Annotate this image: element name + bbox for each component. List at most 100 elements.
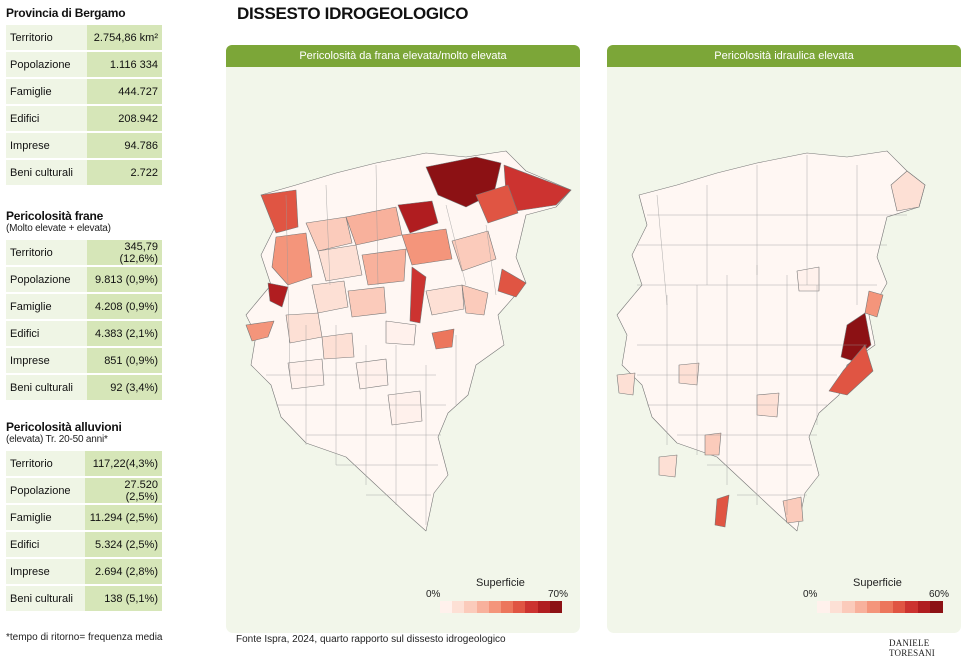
municipality-area <box>616 372 636 396</box>
legend-title: Superficie <box>476 577 525 589</box>
legend-min: 0% <box>803 589 818 600</box>
table-row: Popolazione 1.116 334 <box>6 52 162 77</box>
row-label: Popolazione <box>6 478 86 503</box>
municipality-area <box>245 320 275 342</box>
municipality-area <box>267 282 289 308</box>
table-row: Imprese 851 (0,9%) <box>6 348 162 373</box>
table-row: Popolazione 27.520 (2,5%) <box>6 478 162 503</box>
flood-table: Territorio 117,22(4,3%) Popolazione 27.520… <box>6 449 162 613</box>
table-row: Popolazione 9.813 (0,9%) <box>6 267 162 292</box>
table-row: Territorio 345,79 (12,6%) <box>6 240 162 265</box>
row-value: 138 (5,1%) <box>85 586 162 611</box>
landslide-legend: Superficie 0% 70% <box>426 577 576 617</box>
legend-swatch <box>440 601 453 613</box>
legend-title: Superficie <box>853 577 902 589</box>
row-value: 92 (3,4%) <box>87 375 162 400</box>
row-value: 9.813 (0,9%) <box>87 267 162 292</box>
row-value: 11.294 (2,5%) <box>85 505 162 530</box>
municipality-area <box>361 248 407 286</box>
row-value: 1.116 334 <box>87 52 162 77</box>
landslide-subtitle: (Molto elevate + elevata) <box>6 223 111 234</box>
municipality-area <box>678 362 700 386</box>
legend-swatch <box>817 601 830 613</box>
municipality-area <box>890 170 926 212</box>
row-value: 208.942 <box>87 106 162 131</box>
municipality-area <box>321 332 355 360</box>
legend-swatch <box>537 601 550 613</box>
legend-swatch <box>549 601 563 613</box>
legend-min: 0% <box>426 589 441 600</box>
municipality-area <box>260 189 299 234</box>
row-label: Imprese <box>6 133 88 158</box>
municipality-area <box>347 286 387 318</box>
legend-swatch <box>879 601 893 613</box>
landslide-map-title: Pericolosità da frana elevata/molto elev… <box>226 45 580 67</box>
landslide-map-panel: Pericolosità da frana elevata/molto elev… <box>226 45 580 633</box>
row-value: 2.694 (2,8%) <box>85 559 162 584</box>
municipality-area <box>425 284 465 316</box>
table-row: Famiglie 444.727 <box>6 79 162 104</box>
municipality-area <box>305 216 353 252</box>
municipality-area <box>431 328 455 350</box>
table-row: Beni culturali 2.722 <box>6 160 162 185</box>
legend-swatch <box>917 601 931 613</box>
row-label: Famiglie <box>6 505 86 530</box>
table-row: Famiglie 4.208 (0,9%) <box>6 294 162 319</box>
headline: DISSESTO IDROGEOLOGICO <box>237 4 469 23</box>
row-label: Famiglie <box>6 79 88 104</box>
row-value: 851 (0,9%) <box>87 348 162 373</box>
row-label: Territorio <box>6 240 88 265</box>
landslide-title: Pericolosità frane <box>6 209 104 223</box>
table-row: Imprese 94.786 <box>6 133 162 158</box>
legend-color-ramp <box>440 601 563 613</box>
municipality-area <box>385 320 417 346</box>
flood-map-title: Pericolosità idraulica elevata <box>607 45 961 67</box>
municipality-area <box>461 284 489 316</box>
municipality-area <box>658 454 678 478</box>
legend-max: 60% <box>929 589 950 600</box>
municipality-area <box>317 244 363 282</box>
municipality-area <box>451 230 497 272</box>
row-value: 2.754,86 km² <box>87 25 162 50</box>
legend-swatch <box>905 601 918 613</box>
province-outline <box>616 150 926 532</box>
legend-max: 70% <box>548 589 569 600</box>
legend-swatch <box>501 601 514 613</box>
flood-legend: Superficie 0% 60% <box>803 577 953 617</box>
municipality-area <box>704 432 722 456</box>
author-signature: DANIELE TORESANI <box>889 638 935 658</box>
legend-swatch <box>525 601 538 613</box>
flood-title: Pericolosità alluvioni <box>6 420 122 434</box>
municipality-area <box>355 358 389 390</box>
municipality-area <box>828 344 874 396</box>
landslide-table: Territorio 345,79 (12,6%) Popolazione 9.81… <box>6 238 162 402</box>
legend-swatch <box>930 601 943 613</box>
flood-map-panel: Pericolosità idraulica elevata Superfici… <box>607 45 961 633</box>
source-note: Fonte Ispra, 2024, quarto rapporto sul d… <box>236 634 506 645</box>
municipality-area <box>401 228 453 266</box>
table-row: Beni culturali 92 (3,4%) <box>6 375 162 400</box>
legend-swatch <box>854 601 868 613</box>
row-value: 117,22(4,3%) <box>85 451 162 476</box>
municipality-area <box>714 494 730 528</box>
row-value: 2.722 <box>87 160 162 185</box>
municipality-area <box>497 268 527 298</box>
row-value: 94.786 <box>87 133 162 158</box>
flood-map <box>616 150 926 532</box>
row-label: Famiglie <box>6 294 88 319</box>
stats-sidebar: Provincia di Bergamo Territorio 2.754,86 … <box>6 6 162 613</box>
municipality-area <box>782 496 804 524</box>
table-row: Imprese 2.694 (2,8%) <box>6 559 162 584</box>
row-value: 4.208 (0,9%) <box>87 294 162 319</box>
municipality-area <box>796 266 820 292</box>
table-row: Famiglie 11.294 (2,5%) <box>6 505 162 530</box>
province-table: Territorio 2.754,86 km² Popolazione 1.116 … <box>6 23 162 187</box>
legend-swatch <box>842 601 855 613</box>
legend-swatch <box>829 601 843 613</box>
municipality-area <box>409 266 427 324</box>
province-title: Provincia di Bergamo <box>6 6 126 20</box>
row-label: Beni culturali <box>6 586 86 611</box>
row-label: Territorio <box>6 451 86 476</box>
table-row: Edifici 5.324 (2,5%) <box>6 532 162 557</box>
municipality-area <box>387 390 423 426</box>
